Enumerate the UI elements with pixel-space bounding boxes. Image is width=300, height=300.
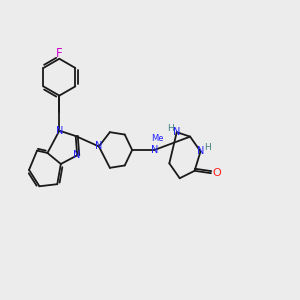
Text: N: N bbox=[151, 145, 158, 155]
Text: N: N bbox=[56, 126, 63, 136]
Text: H: H bbox=[204, 143, 210, 152]
Text: F: F bbox=[56, 47, 63, 60]
Text: O: O bbox=[212, 168, 221, 178]
Text: N: N bbox=[197, 146, 204, 157]
Text: N: N bbox=[173, 127, 180, 137]
Text: N: N bbox=[95, 141, 103, 152]
Text: Me: Me bbox=[151, 134, 164, 142]
Text: H: H bbox=[167, 124, 174, 133]
Text: N: N bbox=[74, 150, 81, 160]
